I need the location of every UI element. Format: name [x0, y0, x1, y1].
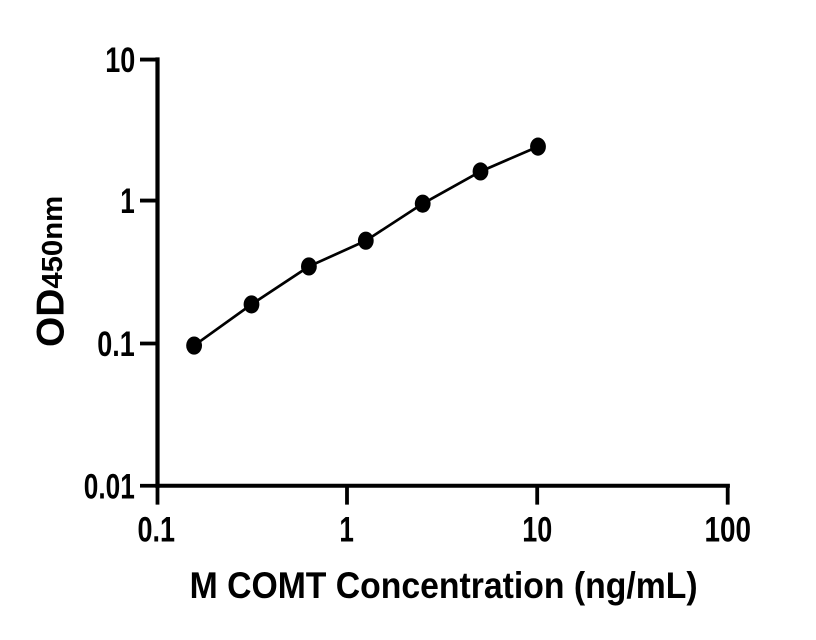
svg-text:M COMT Concentration (ng/mL): M COMT Concentration (ng/mL) — [190, 565, 698, 607]
svg-text:10: 10 — [522, 509, 552, 548]
svg-text:10: 10 — [105, 40, 135, 79]
svg-text:0.01: 0.01 — [84, 467, 135, 506]
svg-text:0.1: 0.1 — [137, 509, 175, 548]
svg-text:0.1: 0.1 — [97, 324, 135, 363]
svg-text:100: 100 — [704, 509, 751, 548]
svg-text:OD450nm: OD450nm — [28, 196, 72, 347]
svg-text:1: 1 — [120, 181, 134, 220]
svg-text:1: 1 — [339, 509, 354, 548]
